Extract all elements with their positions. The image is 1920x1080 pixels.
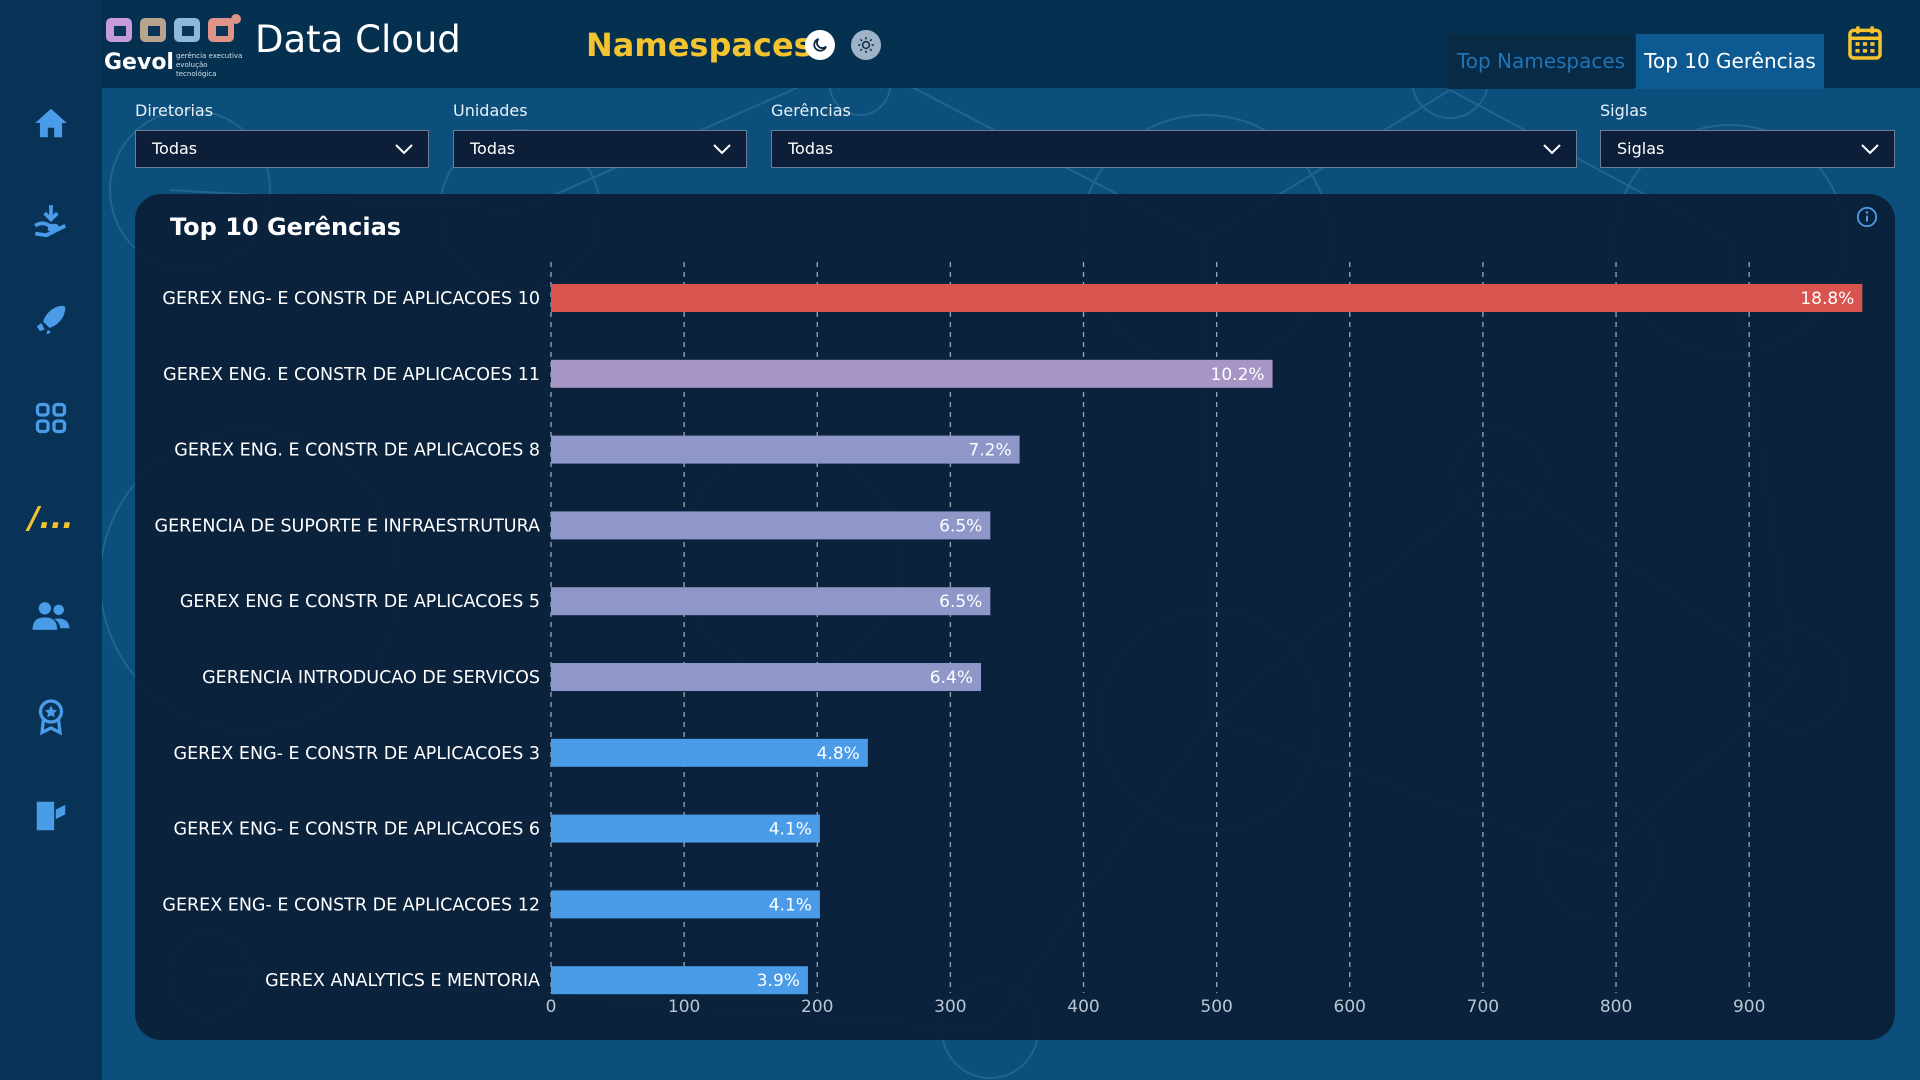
data-label: 10.2% — [1211, 365, 1265, 385]
tab-top-10-gerencias[interactable]: Top 10 Gerências — [1636, 34, 1824, 89]
chart-panel — [135, 194, 1895, 1040]
info-icon[interactable] — [1856, 206, 1878, 232]
bar — [551, 587, 991, 616]
category-label: GERENCIA INTRODUCAO DE SERVICOS — [202, 668, 540, 688]
x-tick-label: 0 — [546, 997, 557, 1017]
select-siglas[interactable]: Siglas — [1600, 130, 1895, 168]
select-value: Siglas — [1617, 139, 1665, 158]
select-value: Todas — [152, 139, 198, 158]
home-icon[interactable] — [27, 99, 75, 147]
grid-icon[interactable] — [27, 394, 75, 442]
data-label: 4.8% — [817, 744, 860, 764]
users-icon[interactable] — [27, 592, 75, 640]
data-label: 6.5% — [939, 592, 982, 612]
bar — [551, 511, 991, 540]
brand-logo: Gevol gerência executiva evolução tecnol… — [104, 14, 244, 78]
x-tick-label: 700 — [1467, 997, 1499, 1017]
calendar-icon[interactable] — [1846, 24, 1884, 66]
data-label: 6.4% — [930, 668, 973, 688]
x-tick-label: 900 — [1733, 997, 1765, 1017]
category-label: GEREX ENG. E CONSTR DE APLICACOES 11 — [163, 365, 540, 385]
bar — [551, 284, 1863, 312]
chart-title: Top 10 Gerências — [170, 213, 402, 241]
category-label: GEREX ENG. E CONSTR DE APLICACOES 8 — [174, 441, 540, 461]
category-label: GEREX ANALYTICS E MENTORIA — [265, 971, 540, 991]
chevron-down-icon — [1861, 144, 1879, 155]
exit-icon[interactable] — [27, 792, 75, 840]
logo-icon — [106, 14, 241, 42]
category-label: GEREX ENG- E CONSTR DE APLICACOES 3 — [174, 744, 540, 764]
hand-download-icon[interactable] — [27, 197, 75, 245]
moon-icon — [813, 38, 827, 52]
rocket-icon[interactable] — [27, 296, 75, 344]
data-label: 7.2% — [968, 441, 1011, 461]
x-tick-label: 200 — [801, 997, 833, 1017]
select-diretorias[interactable]: Todas — [135, 130, 429, 168]
sidebar-item-label: /... — [28, 500, 74, 536]
bar — [551, 890, 820, 919]
category-label: GEREX ENG- E CONSTR DE APLICACOES 10 — [162, 289, 540, 309]
filter-label-diretorias: Diretorias — [135, 101, 214, 120]
bar — [551, 359, 1273, 388]
select-value: Todas — [470, 139, 516, 158]
filter-label-siglas: Siglas — [1600, 101, 1648, 120]
app-title: Data Cloud — [255, 18, 461, 61]
x-tick-label: 300 — [934, 997, 966, 1017]
bar — [551, 663, 982, 691]
dark-mode-button[interactable] — [805, 30, 835, 60]
bar — [551, 435, 1020, 464]
sun-icon — [858, 37, 874, 53]
data-label: 4.1% — [769, 895, 812, 915]
chevron-down-icon — [395, 144, 413, 155]
select-value: Todas — [788, 139, 834, 158]
chevron-down-icon — [713, 144, 731, 155]
x-tick-label: 100 — [668, 997, 700, 1017]
data-label: 3.9% — [757, 971, 800, 991]
bar — [551, 738, 868, 767]
x-tick-label: 400 — [1067, 997, 1099, 1017]
bar — [551, 966, 808, 995]
x-tick-label: 800 — [1600, 997, 1632, 1017]
data-label: 6.5% — [939, 516, 982, 536]
x-tick-label: 600 — [1334, 997, 1366, 1017]
category-label: GERENCIA DE SUPORTE E INFRAESTRUTURA — [155, 516, 541, 536]
tab-top-namespaces[interactable]: Top Namespaces — [1448, 34, 1634, 89]
filter-label-unidades: Unidades — [453, 101, 528, 120]
category-label: GEREX ENG E CONSTR DE APLICACOES 5 — [180, 592, 540, 612]
x-tick-label: 500 — [1200, 997, 1232, 1017]
select-gerencias[interactable]: Todas — [771, 130, 1577, 168]
award-icon[interactable] — [27, 692, 75, 740]
data-label: 4.1% — [769, 820, 812, 840]
chevron-down-icon — [1543, 144, 1561, 155]
slash-ellipsis-icon[interactable]: /... — [27, 494, 75, 542]
filter-label-gerencias: Gerências — [771, 101, 851, 120]
bar — [551, 814, 820, 843]
category-label: GEREX ENG- E CONSTR DE APLICACOES 6 — [174, 820, 540, 840]
category-label: GEREX ENG- E CONSTR DE APLICACOES 12 — [162, 895, 540, 915]
data-label: 18.8% — [1800, 289, 1854, 309]
light-mode-button[interactable] — [851, 30, 881, 60]
brand-short: Gevol — [104, 50, 174, 75]
sidebar: /... — [0, 0, 102, 1080]
brand-tagline: gerência executiva evolução tecnológica — [176, 52, 243, 78]
page-title: Namespaces — [586, 26, 813, 64]
select-unidades[interactable]: Todas — [453, 130, 747, 168]
